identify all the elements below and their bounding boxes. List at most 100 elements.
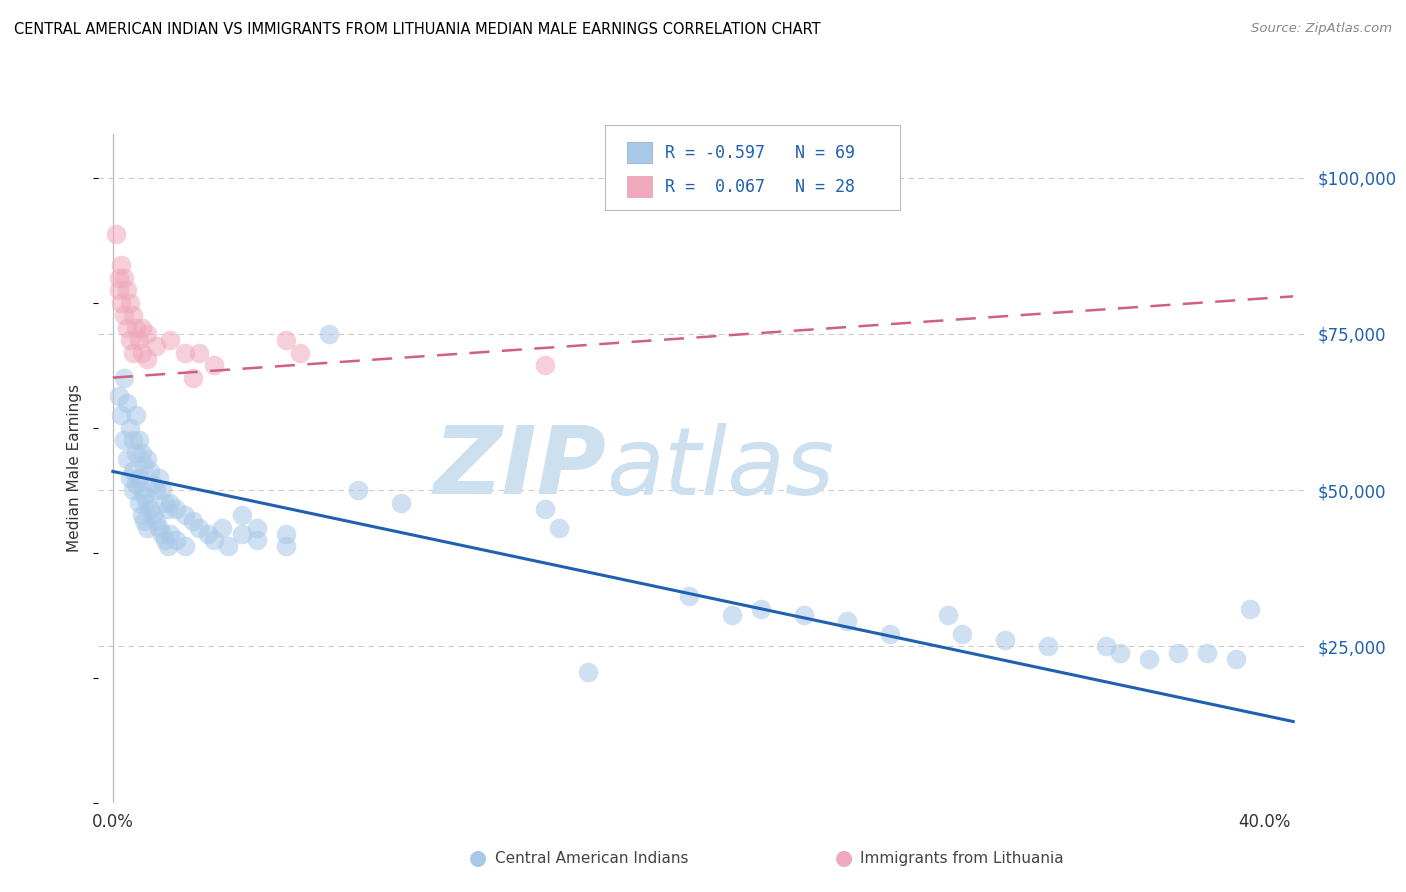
Point [1095, 640, 1118, 654]
Point [120, 471, 142, 485]
Point [318, 326, 340, 341]
Point [159, 496, 181, 510]
Point [128, 433, 150, 447]
Point [1109, 646, 1132, 660]
Point [533, 502, 555, 516]
Point [145, 483, 167, 498]
Point [131, 445, 153, 459]
Text: Source: ZipAtlas.com: Source: ZipAtlas.com [1251, 22, 1392, 36]
Point [122, 308, 145, 322]
Point [107, 283, 129, 297]
Point [173, 508, 195, 523]
Point [110, 295, 132, 310]
Point [131, 508, 153, 523]
Point [120, 295, 142, 310]
Point [533, 358, 555, 372]
Point [793, 608, 815, 623]
Point [202, 533, 225, 548]
Point [576, 665, 599, 679]
Point [136, 451, 159, 466]
Point [1239, 602, 1261, 616]
Point [346, 483, 368, 498]
Point [835, 615, 858, 629]
Point [246, 533, 269, 548]
Point [274, 540, 297, 554]
Point [183, 370, 205, 384]
Point [173, 540, 195, 554]
Point [107, 270, 129, 285]
Point [136, 351, 159, 366]
Point [150, 483, 173, 498]
Point [1137, 652, 1160, 666]
Point [1038, 640, 1060, 654]
Point [749, 602, 772, 616]
Point [720, 608, 742, 623]
Text: R =  0.067   N = 28: R = 0.067 N = 28 [665, 178, 855, 195]
Point [153, 533, 176, 548]
Point [274, 527, 297, 541]
Point [159, 333, 181, 347]
Point [136, 496, 159, 510]
Point [122, 345, 145, 359]
Point [131, 320, 153, 334]
Point [134, 515, 156, 529]
Point [183, 515, 205, 529]
Point [115, 320, 138, 334]
Point [115, 283, 138, 297]
Point [142, 508, 165, 523]
Point [115, 451, 138, 466]
Point [150, 527, 173, 541]
Point [1167, 646, 1189, 660]
Point [136, 521, 159, 535]
Point [120, 420, 142, 434]
Point [110, 258, 132, 272]
Text: atlas: atlas [606, 423, 835, 514]
Point [131, 483, 153, 498]
Point [156, 540, 179, 554]
Text: Central American Indians: Central American Indians [495, 851, 689, 865]
Point [112, 433, 135, 447]
Y-axis label: Median Male Earnings: Median Male Earnings [67, 384, 83, 552]
Point [165, 502, 187, 516]
Point [936, 608, 959, 623]
Point [120, 333, 142, 347]
Point [112, 270, 135, 285]
Point [678, 590, 700, 604]
Point [125, 320, 148, 334]
Point [950, 627, 973, 641]
Point [125, 408, 148, 422]
Point [274, 333, 297, 347]
Point [115, 395, 138, 409]
Point [131, 345, 153, 359]
Point [217, 540, 239, 554]
Point [104, 227, 127, 241]
Text: R = -0.597   N = 69: R = -0.597 N = 69 [665, 144, 855, 161]
Point [288, 345, 311, 359]
Point [122, 433, 145, 447]
Point [994, 633, 1017, 648]
Point [107, 389, 129, 403]
Point [389, 496, 412, 510]
Point [153, 496, 176, 510]
Point [188, 521, 211, 535]
Text: ●: ● [835, 848, 852, 868]
Point [110, 408, 132, 422]
Text: ●: ● [470, 848, 486, 868]
Point [145, 515, 167, 529]
Point [122, 483, 145, 498]
Point [879, 627, 901, 641]
Point [122, 465, 145, 479]
Point [1195, 646, 1218, 660]
Point [134, 458, 156, 472]
Point [1225, 652, 1247, 666]
Point [134, 490, 156, 504]
Point [148, 521, 170, 535]
Point [246, 521, 269, 535]
Point [231, 508, 253, 523]
Point [188, 345, 211, 359]
Point [148, 471, 170, 485]
Point [173, 345, 195, 359]
Point [139, 502, 162, 516]
Point [159, 527, 181, 541]
Text: CENTRAL AMERICAN INDIAN VS IMMIGRANTS FROM LITHUANIA MEDIAN MALE EARNINGS CORREL: CENTRAL AMERICAN INDIAN VS IMMIGRANTS FR… [14, 22, 821, 37]
